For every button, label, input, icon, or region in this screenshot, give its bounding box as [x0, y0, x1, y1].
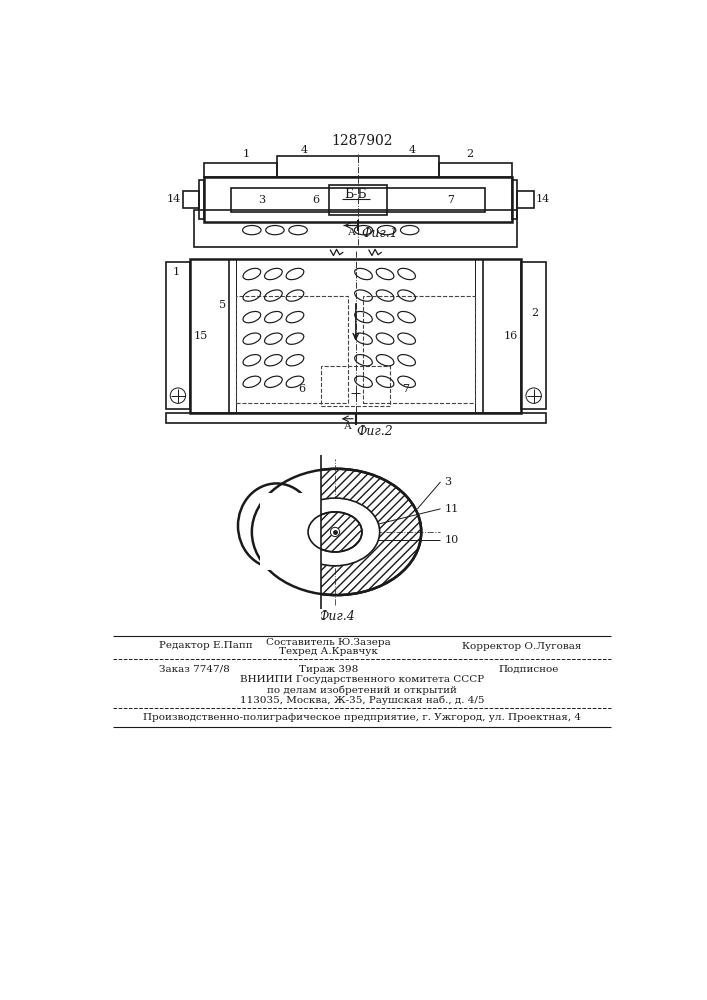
Bar	[512, 180, 517, 219]
Text: 11: 11	[444, 504, 459, 514]
Text: 14: 14	[166, 194, 180, 204]
Text: 14: 14	[536, 194, 550, 204]
Bar	[329, 185, 387, 215]
Text: Тираж 398: Тираж 398	[299, 665, 358, 674]
Text: ВНИИПИ Государственного комитета СССР: ВНИИПИ Государственного комитета СССР	[240, 675, 484, 684]
Bar	[165, 413, 546, 423]
Text: 7: 7	[283, 577, 290, 587]
Text: 16: 16	[503, 331, 518, 341]
Text: 6: 6	[229, 546, 236, 556]
Bar	[521, 262, 546, 409]
Text: Корректор О.Луговая: Корректор О.Луговая	[462, 642, 581, 651]
Bar	[236, 296, 348, 403]
Bar	[165, 262, 190, 409]
Text: Производственно-полиграфическое предприятие, г. Ужгород, ул. Проектная, 4: Производственно-полиграфическое предприя…	[143, 713, 581, 722]
Text: 3: 3	[444, 477, 452, 487]
Bar	[167, 440, 321, 624]
Ellipse shape	[308, 512, 362, 552]
Bar	[204, 177, 512, 222]
Text: 7: 7	[402, 384, 409, 394]
Bar	[517, 191, 534, 208]
Text: 5: 5	[219, 300, 226, 310]
Text: Б-Б: Б-Б	[344, 188, 367, 201]
Text: 4: 4	[245, 469, 252, 479]
Text: 6: 6	[298, 384, 305, 394]
Text: 7: 7	[447, 195, 454, 205]
Bar	[231, 188, 485, 212]
Text: 2: 2	[532, 308, 539, 318]
Text: 1: 1	[243, 149, 250, 159]
Text: 15: 15	[194, 331, 208, 341]
Text: Составитель Ю.Зазера: Составитель Ю.Зазера	[267, 638, 391, 647]
Bar	[439, 163, 512, 177]
Text: 4: 4	[409, 145, 416, 155]
Ellipse shape	[330, 527, 339, 537]
Bar	[190, 259, 521, 413]
Text: 10: 10	[444, 535, 459, 545]
Bar	[321, 366, 390, 406]
Text: 1: 1	[173, 267, 180, 277]
Text: 113035, Москва, Ж-35, Раушская наб., д. 4/5: 113035, Москва, Ж-35, Раушская наб., д. …	[240, 695, 484, 705]
Text: 4: 4	[300, 145, 308, 155]
Text: 5: 5	[214, 487, 221, 497]
Text: 3: 3	[258, 195, 265, 205]
Bar	[182, 191, 199, 208]
Text: 6: 6	[312, 195, 320, 205]
Text: Фиг.2: Фиг.2	[356, 425, 393, 438]
Bar	[194, 210, 518, 247]
Bar	[259, 493, 321, 570]
Text: Техред А.Кравчук: Техред А.Кравчук	[279, 647, 378, 656]
Text: 1287902: 1287902	[331, 134, 392, 148]
Text: 2: 2	[466, 149, 473, 159]
Text: Редактор Е.Папп: Редактор Е.Папп	[160, 641, 253, 650]
Text: Фиг.4: Фиг.4	[318, 610, 355, 623]
Bar	[277, 156, 439, 177]
Ellipse shape	[252, 469, 421, 595]
Bar	[199, 180, 204, 219]
Ellipse shape	[238, 483, 315, 568]
Text: А: А	[344, 422, 352, 431]
Text: Подписное: Подписное	[498, 665, 559, 674]
Text: по делам изобретений и открытий: по делам изобретений и открытий	[267, 685, 457, 695]
Text: А: А	[348, 228, 356, 237]
Text: Заказ 7747/8: Заказ 7747/8	[160, 665, 230, 674]
Bar	[204, 163, 277, 177]
Bar	[190, 259, 236, 413]
Ellipse shape	[291, 498, 380, 566]
Text: Фиг.1: Фиг.1	[361, 227, 398, 240]
Bar	[363, 296, 475, 403]
Bar	[475, 259, 521, 413]
